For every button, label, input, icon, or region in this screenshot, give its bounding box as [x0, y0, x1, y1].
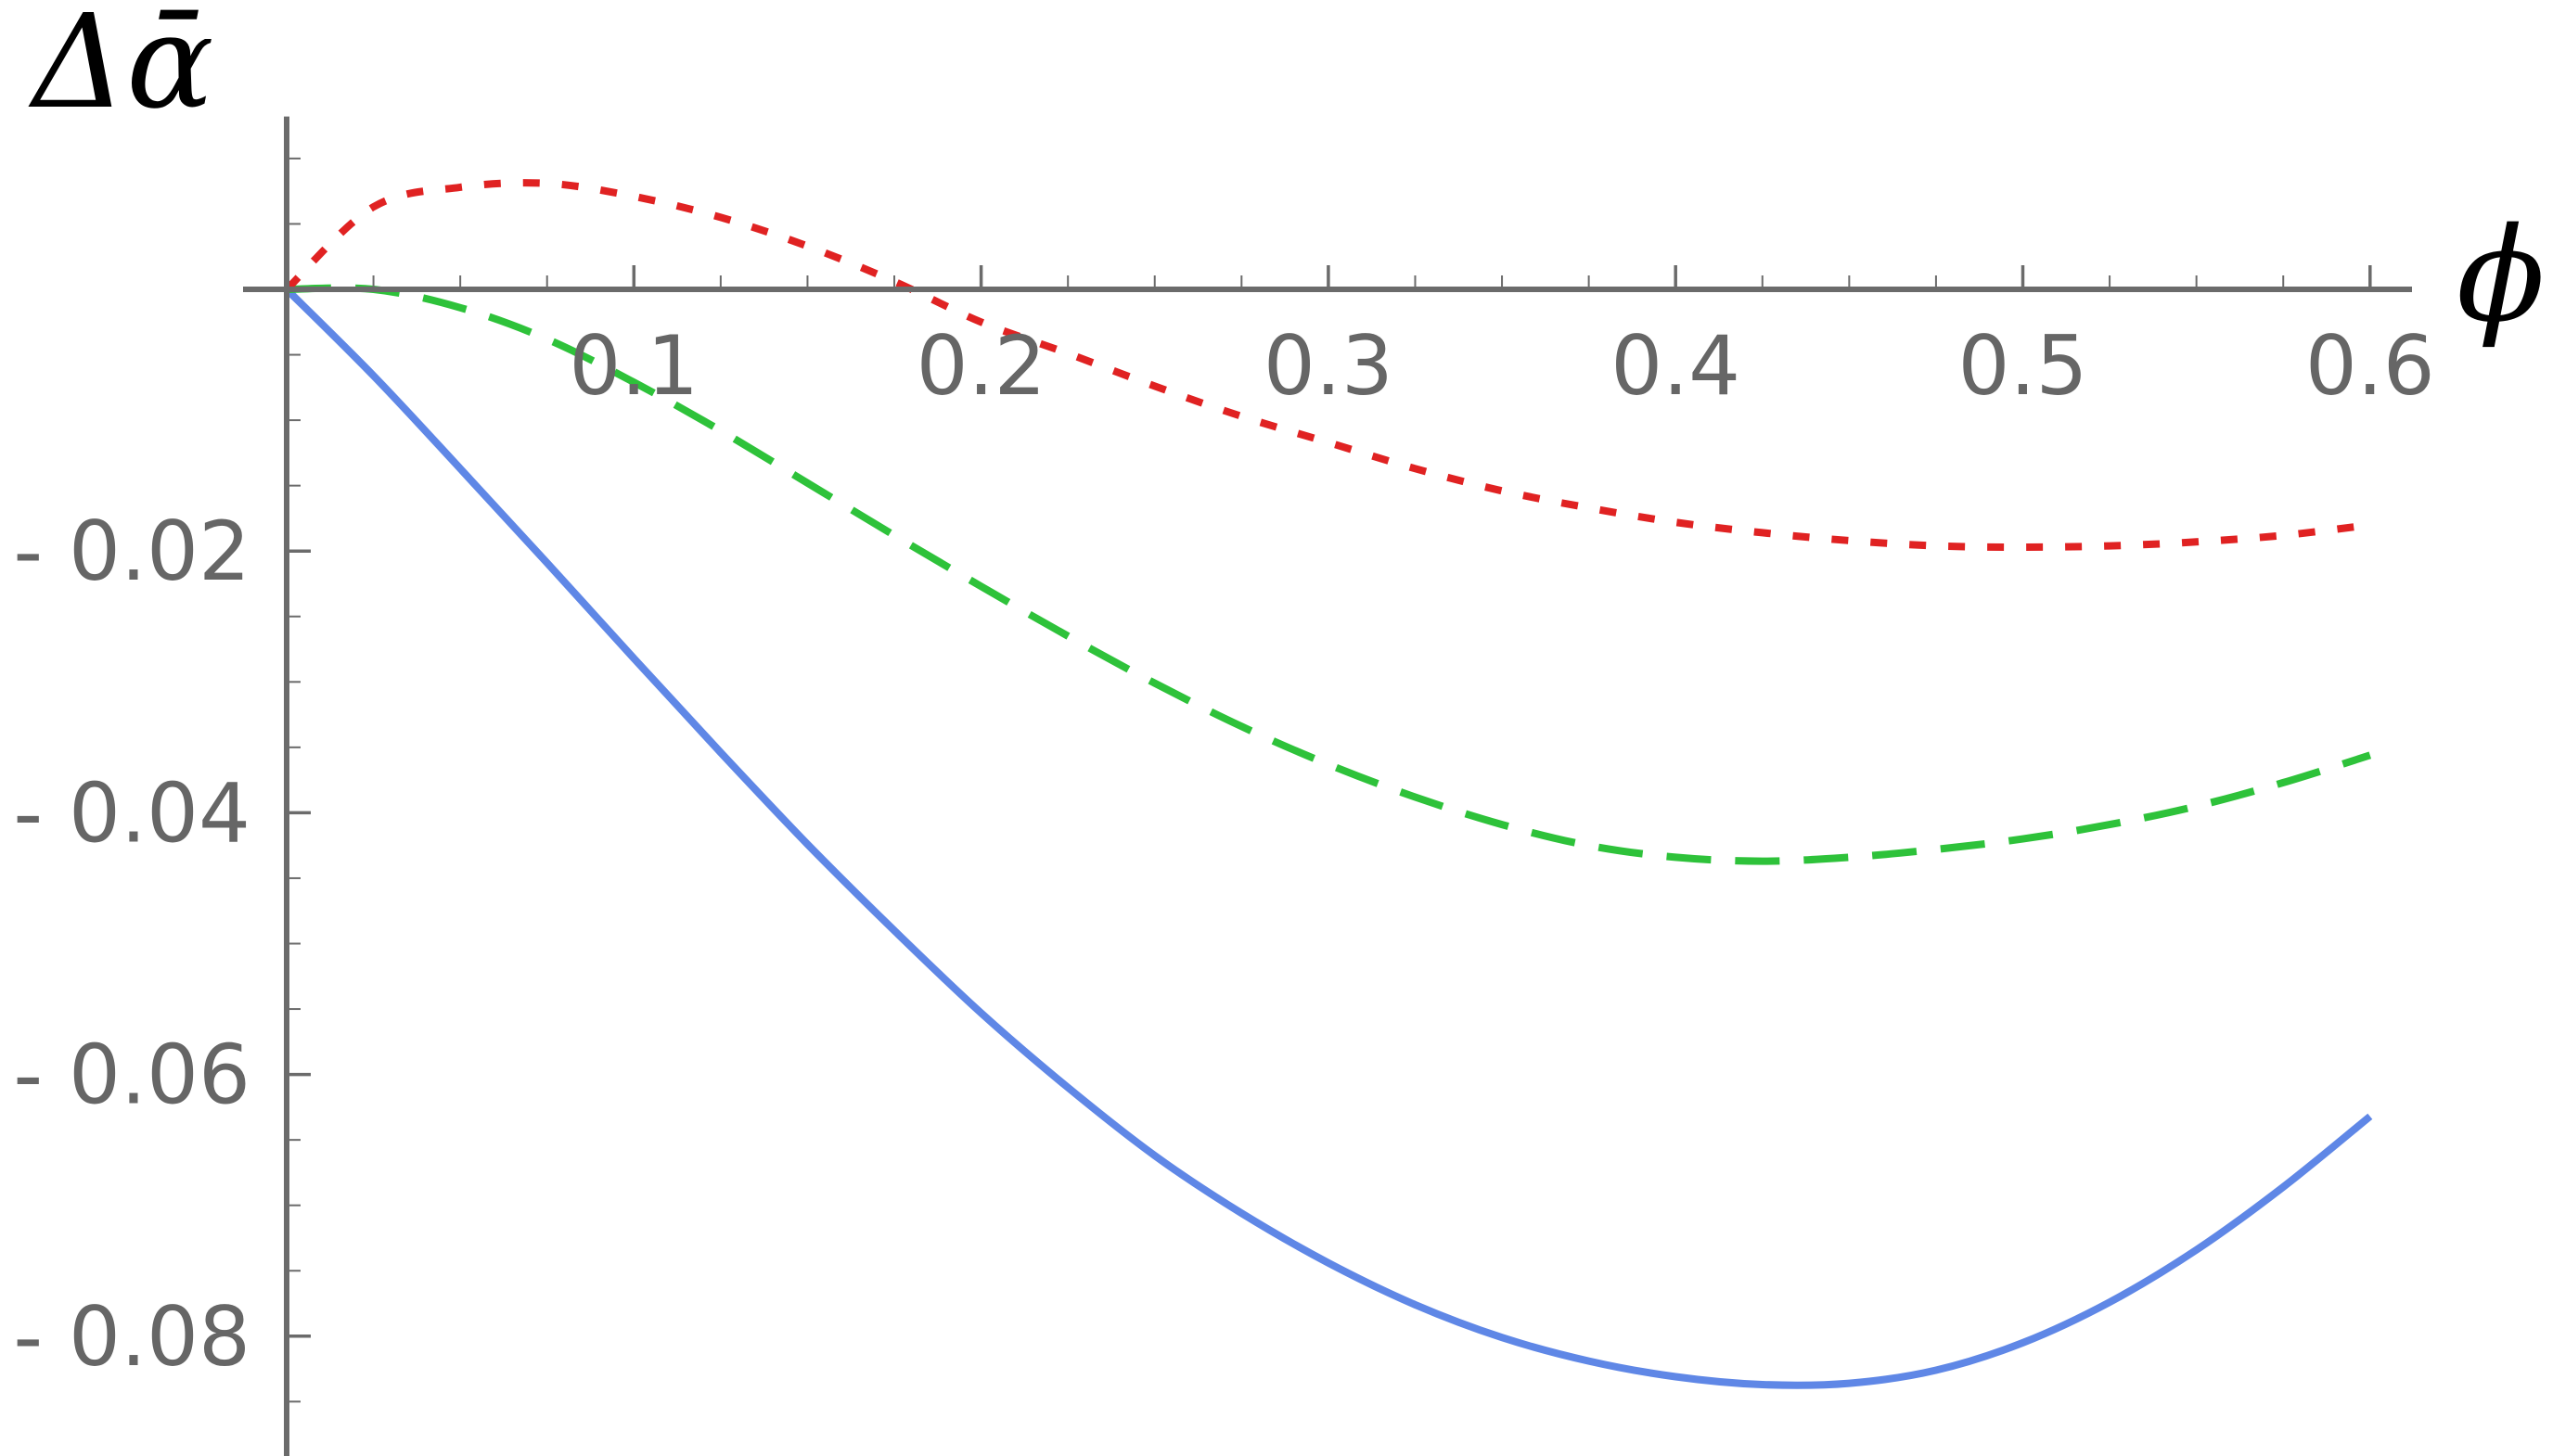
x-tick-label: 0.4 — [1610, 318, 1740, 414]
x-axis-title: ϕ — [2457, 200, 2545, 351]
x-tick-label: 0.3 — [1264, 318, 1393, 414]
ticks-layer — [287, 157, 2372, 1403]
x-tick-label: 0.6 — [2305, 318, 2435, 414]
series-solid-line — [284, 287, 2373, 1389]
x-tick-label: 0.2 — [917, 318, 1046, 414]
x-tick-label: 0.5 — [1958, 318, 2088, 414]
y-tick-label: - 0.08 — [13, 1289, 250, 1385]
y-tick-label: - 0.02 — [13, 504, 250, 599]
tick-labels-layer: 0.1 0.2 0.3 0.4 0.5 0.6 - 0.02 - 0.04 - 0.06 - 0.… — [13, 318, 2434, 1385]
y-tick-label: - 0.06 — [13, 1028, 250, 1123]
series-dashed-line — [286, 284, 2372, 865]
series-layer — [284, 179, 2373, 1389]
y-tick-label: - 0.04 — [13, 765, 250, 861]
y-axis-title: Δᾱ — [28, 0, 214, 138]
x-tick-label: 0.1 — [569, 318, 699, 414]
